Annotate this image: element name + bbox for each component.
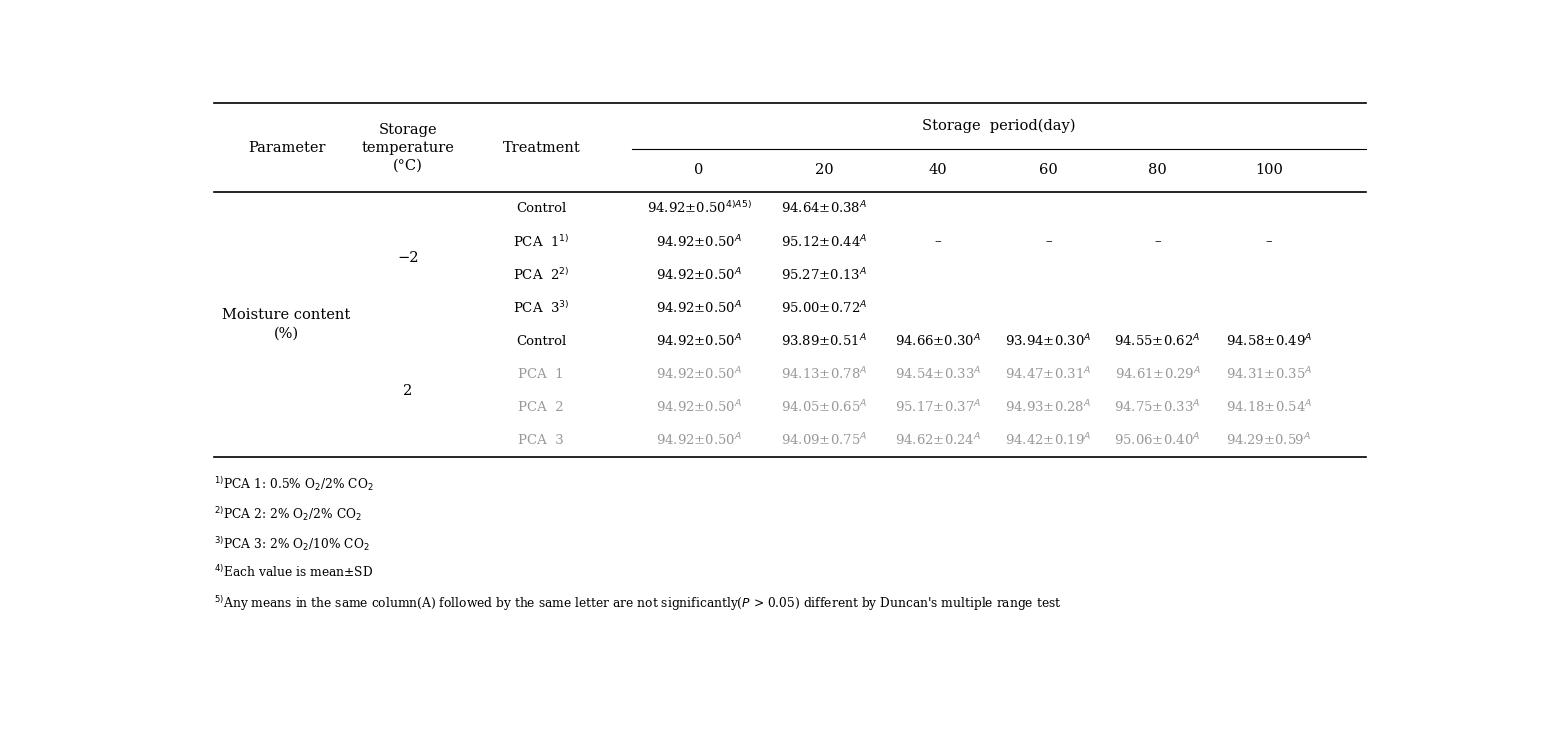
Text: Parameter: Parameter — [247, 140, 326, 154]
Text: 95.00±0.72$^{A}$: 95.00±0.72$^{A}$ — [781, 300, 867, 316]
Text: Moisture content
(%): Moisture content (%) — [222, 308, 351, 341]
Text: 100: 100 — [1255, 163, 1283, 177]
Text: 94.13±0.78$^{A}$: 94.13±0.78$^{A}$ — [781, 366, 867, 382]
Text: 94.54±0.33$^{A}$: 94.54±0.33$^{A}$ — [895, 366, 981, 382]
Text: 94.92±0.50$^{A}$: 94.92±0.50$^{A}$ — [656, 233, 742, 250]
Text: 40: 40 — [928, 163, 947, 177]
Text: $^{5)}$Any means in the same column(A) followed by the same letter are not signi: $^{5)}$Any means in the same column(A) f… — [214, 594, 1061, 613]
Text: 94.62±0.24$^{A}$: 94.62±0.24$^{A}$ — [895, 432, 981, 449]
Text: –: – — [934, 235, 941, 248]
Text: 94.58±0.49$^{A}$: 94.58±0.49$^{A}$ — [1225, 332, 1311, 349]
Text: Storage
temperature
(°C): Storage temperature (°C) — [362, 122, 454, 172]
Text: –: – — [1266, 235, 1272, 248]
Text: 94.75±0.33$^{A}$: 94.75±0.33$^{A}$ — [1114, 399, 1200, 416]
Text: 2: 2 — [404, 384, 413, 398]
Text: –: – — [1045, 235, 1052, 248]
Text: 94.92±0.50$^{A}$: 94.92±0.50$^{A}$ — [656, 399, 742, 416]
Text: $^{4)}$Each value is mean$\pm$SD: $^{4)}$Each value is mean$\pm$SD — [214, 565, 372, 580]
Text: Storage  period(day): Storage period(day) — [922, 119, 1075, 134]
Text: 94.42±0.19$^{A}$: 94.42±0.19$^{A}$ — [1005, 432, 1091, 449]
Text: 94.29±0.59$^{A}$: 94.29±0.59$^{A}$ — [1227, 432, 1311, 449]
Text: Treatment: Treatment — [502, 140, 581, 154]
Text: PCA  2: PCA 2 — [518, 401, 563, 414]
Text: 94.09±0.75$^{A}$: 94.09±0.75$^{A}$ — [781, 432, 867, 449]
Text: −2: −2 — [398, 251, 418, 265]
Text: PCA  2$^{2)}$: PCA 2$^{2)}$ — [513, 267, 570, 283]
Text: PCA  1: PCA 1 — [518, 367, 563, 381]
Text: PCA  1$^{1)}$: PCA 1$^{1)}$ — [513, 234, 570, 249]
Text: PCA  3: PCA 3 — [518, 434, 563, 447]
Text: 94.05±0.65$^{A}$: 94.05±0.65$^{A}$ — [781, 399, 867, 416]
Text: 94.92±0.50$^{A}$: 94.92±0.50$^{A}$ — [656, 300, 742, 316]
Text: 94.18±0.54$^{A}$: 94.18±0.54$^{A}$ — [1225, 399, 1311, 416]
Text: 94.92±0.50$^{A}$: 94.92±0.50$^{A}$ — [656, 366, 742, 382]
Text: Control: Control — [516, 202, 567, 215]
Text: 94.31±0.35$^{A}$: 94.31±0.35$^{A}$ — [1225, 366, 1311, 382]
Text: 20: 20 — [814, 163, 833, 177]
Text: 95.06±0.40$^{A}$: 95.06±0.40$^{A}$ — [1114, 432, 1200, 449]
Text: 94.92±0.50$^{A}$: 94.92±0.50$^{A}$ — [656, 266, 742, 283]
Text: 94.92±0.50$^{A}$: 94.92±0.50$^{A}$ — [656, 332, 742, 349]
Text: $^{1)}$PCA 1: 0.5% O$_2$/2% CO$_2$: $^{1)}$PCA 1: 0.5% O$_2$/2% CO$_2$ — [214, 476, 374, 493]
Text: 94.47±0.31$^{A}$: 94.47±0.31$^{A}$ — [1005, 366, 1091, 382]
Text: 93.94±0.30$^{A}$: 93.94±0.30$^{A}$ — [1005, 332, 1091, 349]
Text: 94.55±0.62$^{A}$: 94.55±0.62$^{A}$ — [1114, 332, 1200, 349]
Text: –: – — [1153, 235, 1161, 248]
Text: 95.12±0.44$^{A}$: 95.12±0.44$^{A}$ — [781, 233, 867, 250]
Text: PCA  3$^{3)}$: PCA 3$^{3)}$ — [513, 300, 570, 316]
Text: 60: 60 — [1039, 163, 1058, 177]
Text: 94.61±0.29$^{A}$: 94.61±0.29$^{A}$ — [1114, 366, 1200, 382]
Text: $^{2)}$PCA 2: 2% O$_2$/2% CO$_2$: $^{2)}$PCA 2: 2% O$_2$/2% CO$_2$ — [214, 505, 362, 523]
Text: 95.27±0.13$^{A}$: 95.27±0.13$^{A}$ — [781, 266, 867, 283]
Text: $^{3)}$PCA 3: 2% O$_2$/10% CO$_2$: $^{3)}$PCA 3: 2% O$_2$/10% CO$_2$ — [214, 535, 369, 553]
Text: 94.93±0.28$^{A}$: 94.93±0.28$^{A}$ — [1005, 399, 1091, 416]
Text: 95.17±0.37$^{A}$: 95.17±0.37$^{A}$ — [895, 399, 981, 416]
Text: 93.89±0.51$^{A}$: 93.89±0.51$^{A}$ — [781, 332, 867, 349]
Text: Control: Control — [516, 335, 567, 347]
Text: 94.92±0.50$^{4)A5)}$: 94.92±0.50$^{4)A5)}$ — [646, 200, 751, 217]
Text: 0: 0 — [695, 163, 704, 177]
Text: 94.66±0.30$^{A}$: 94.66±0.30$^{A}$ — [895, 332, 981, 349]
Text: 94.92±0.50$^{A}$: 94.92±0.50$^{A}$ — [656, 432, 742, 449]
Text: 80: 80 — [1149, 163, 1167, 177]
Text: 94.64±0.38$^{A}$: 94.64±0.38$^{A}$ — [781, 200, 867, 217]
